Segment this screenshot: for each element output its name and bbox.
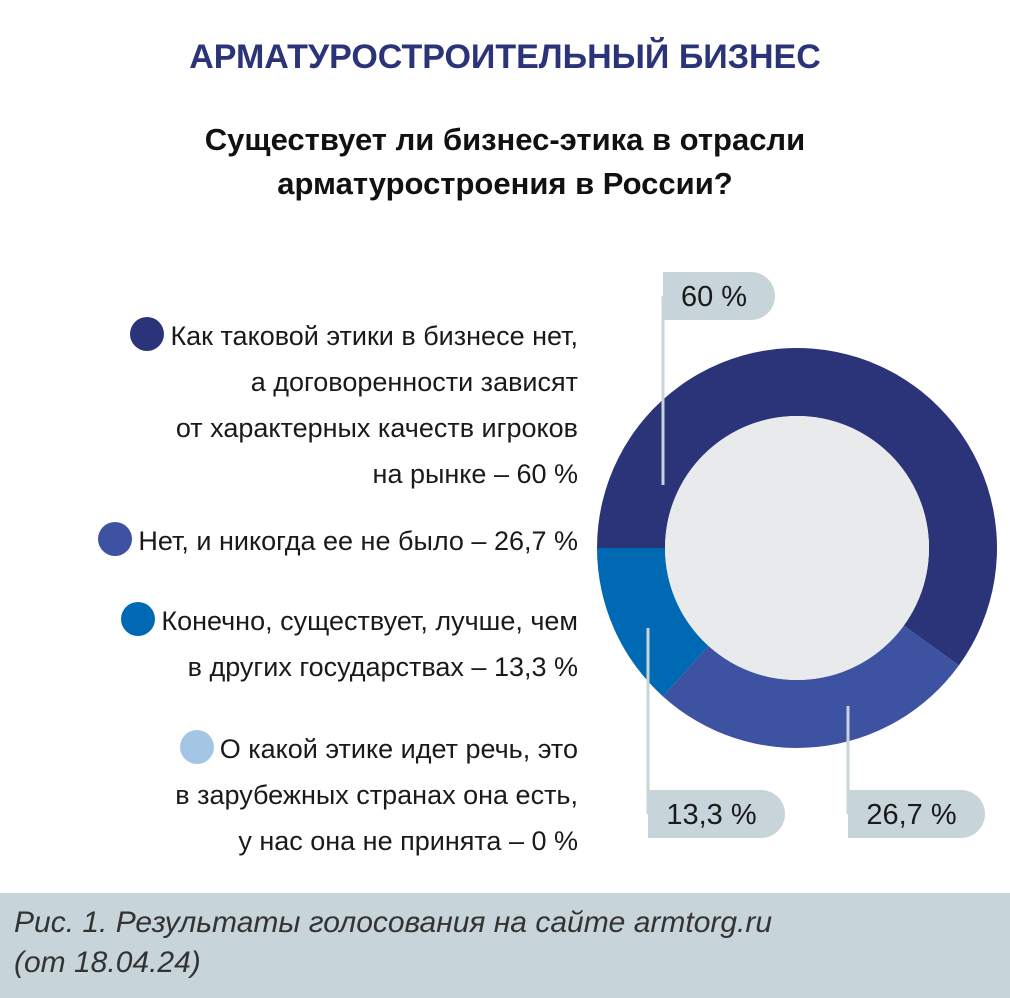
chart-title: Существует ли бизнес-этика в отрасли арм… xyxy=(204,122,806,201)
donut-segment xyxy=(597,347,998,666)
label-box xyxy=(848,790,985,838)
value-label: 13,3 % xyxy=(666,799,756,831)
legend-entry: Как таковой этики в бизнесе нет, а догов… xyxy=(130,313,578,497)
legend-swatch xyxy=(98,522,133,556)
value-label: 26,7 % xyxy=(866,799,956,831)
donut-segment xyxy=(597,548,709,697)
legend-swatch xyxy=(130,317,165,351)
chart: 60 % 26,7 % 13,3 % xyxy=(597,272,998,838)
legend-entry: Нет, и никогда ее не было – 26,7 % xyxy=(98,518,578,564)
donut-segment xyxy=(662,625,959,748)
label-box xyxy=(648,790,785,838)
legend-label: О какой этике идет речь, это в зарубежны… xyxy=(175,734,578,856)
header: АРМАТУРОСТРОИТЕЛЬНЫЙ БИЗНЕС xyxy=(189,38,821,76)
legend-entry: Конечно, существует, лучше, чем в других… xyxy=(121,598,578,690)
legend-swatch xyxy=(121,602,156,636)
legend-label: Конечно, существует, лучше, чем в других… xyxy=(161,606,578,682)
legend-swatch xyxy=(179,730,214,764)
donut-hole xyxy=(665,416,929,680)
legend-entry: О какой этике идет речь, это в зарубежны… xyxy=(175,726,578,864)
label-box xyxy=(663,272,775,320)
legend-label: Как таковой этики в бизнесе нет, а догов… xyxy=(170,321,578,489)
caption: Рис. 1. Результаты голосования на сайте … xyxy=(0,893,1010,998)
legend-label: Нет, и никогда ее не было – 26,7 % xyxy=(138,526,578,556)
value-label: 60 % xyxy=(681,281,747,313)
